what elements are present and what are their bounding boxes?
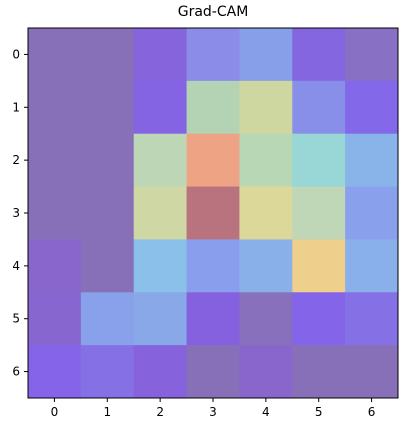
axis-ticks: 0 1 2 3 4 5 6 0 1 2 3 4 5 6 xyxy=(12,47,375,419)
heatmap-cell-r5-c0 xyxy=(28,292,82,346)
heatmap-cell-r6-c2 xyxy=(133,345,188,399)
heatmap-cell-r6-c5 xyxy=(292,345,346,399)
heatmap-cell-r3-c4 xyxy=(239,186,293,240)
heatmap-cell-r2-c4 xyxy=(239,133,293,188)
heatmap-cell-r4-c4 xyxy=(239,239,293,293)
x-tick-label: 3 xyxy=(209,405,217,419)
x-tick-label: 5 xyxy=(315,405,323,419)
heatmap-cell-r0-c4 xyxy=(239,28,293,82)
heatmap-cell-r5-c4 xyxy=(239,292,293,346)
chart-title: Grad-CAM xyxy=(177,4,249,20)
heatmap-cell-r3-c5 xyxy=(292,186,346,240)
heatmap-cell-r2-c1 xyxy=(80,133,135,188)
heatmap-cell-r6-c3 xyxy=(186,345,240,399)
heatmap-cell-r5-c1 xyxy=(80,292,135,346)
x-tick-label: 1 xyxy=(103,405,111,419)
heatmap-cell-r3-c2 xyxy=(133,186,188,240)
x-tick-label: 6 xyxy=(368,405,376,419)
y-tick-label: 3 xyxy=(12,206,20,220)
heatmap-cell-r4-c6 xyxy=(345,239,399,293)
heatmap-cell-r3-c6 xyxy=(345,186,399,240)
heatmap-cell-r4-c5 xyxy=(292,239,346,293)
heatmap-cell-r4-c0 xyxy=(28,239,82,293)
heatmap-cell-r0-c6 xyxy=(345,28,399,82)
heatmap-cell-r6-c1 xyxy=(80,345,135,399)
heatmap-cell-r2-c0 xyxy=(28,133,82,188)
heatmap-cell-r6-c4 xyxy=(239,345,293,399)
heatmap-cell-r2-c2 xyxy=(133,133,188,188)
heatmap-cell-r2-c6 xyxy=(345,133,399,188)
heatmap-cell-r6-c0 xyxy=(28,345,82,399)
heatmap-cell-r5-c6 xyxy=(345,292,399,346)
heatmap-cell-r1-c4 xyxy=(239,80,293,135)
heatmap-cell-r1-c0 xyxy=(28,80,82,135)
heatmap-cell-r2-c5 xyxy=(292,133,346,188)
heatmap-cell-r0-c3 xyxy=(186,28,240,82)
x-tick-label: 2 xyxy=(156,405,164,419)
heatmap-cell-r2-c3 xyxy=(186,133,240,188)
y-tick-label: 5 xyxy=(12,312,20,326)
y-tick-label: 4 xyxy=(12,259,20,273)
heatmap-cell-r4-c2 xyxy=(133,239,188,293)
heatmap-cell-r1-c1 xyxy=(80,80,135,135)
heatmap-cell-r5-c2 xyxy=(133,292,188,346)
heatmap-cell-r1-c3 xyxy=(186,80,240,135)
heatmap-cell-r3-c1 xyxy=(80,186,135,240)
heatmap-cell-r5-c5 xyxy=(292,292,346,346)
heatmap-cell-r1-c5 xyxy=(292,80,346,135)
y-tick-label: 2 xyxy=(12,153,20,167)
heatmap-cell-r6-c6 xyxy=(345,345,399,399)
heatmap-cell-r1-c2 xyxy=(133,80,188,135)
x-tick-label: 4 xyxy=(262,405,270,419)
heatmap-cells xyxy=(28,28,399,399)
x-tick-label: 0 xyxy=(51,405,59,419)
y-tick-label: 0 xyxy=(12,47,20,61)
heatmap-cell-r3-c0 xyxy=(28,186,82,240)
heatmap-cell-r1-c6 xyxy=(345,80,399,135)
heatmap-cell-r0-c0 xyxy=(28,28,82,82)
y-tick-label: 6 xyxy=(12,365,20,379)
heatmap-cell-r5-c3 xyxy=(186,292,240,346)
y-tick-label: 1 xyxy=(12,100,20,114)
heatmap-cell-r0-c5 xyxy=(292,28,346,82)
heatmap-cell-r3-c3 xyxy=(186,186,240,240)
heatmap-cell-r4-c3 xyxy=(186,239,240,293)
heatmap-cell-r4-c1 xyxy=(80,239,135,293)
heatmap-cell-r0-c2 xyxy=(133,28,188,82)
heatmap-cell-r0-c1 xyxy=(80,28,135,82)
